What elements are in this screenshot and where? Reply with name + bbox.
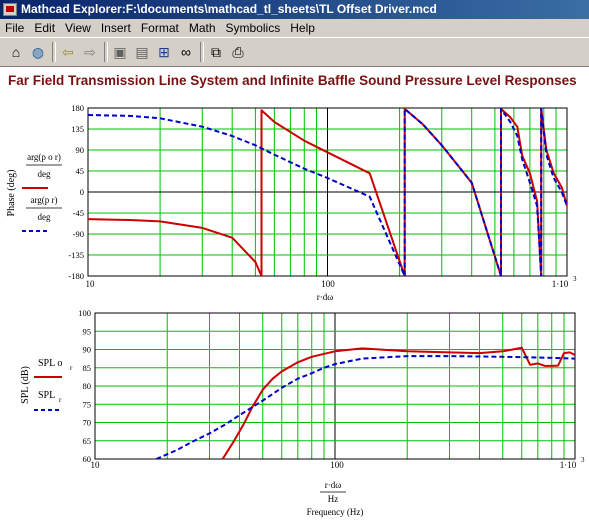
menu-format[interactable]: Format (140, 21, 179, 35)
menu-view[interactable]: View (65, 21, 91, 35)
spl-y-tick-label: 85 (83, 363, 92, 373)
print-icon[interactable]: ⎙ (232, 44, 244, 60)
phase-y-tick-label: -180 (68, 271, 84, 281)
phase-x-tick-100: 100 (321, 279, 335, 289)
spl-y-tick-label: 75 (83, 399, 92, 409)
copy-icon[interactable]: ⧉ (211, 44, 221, 60)
phase-x-tick-1000: 1·10 (552, 279, 569, 289)
toolbar: ⌂ ◍ ⇦ ⇨ ▣ ▤ ⊞ ∞ ⧉ ⎙ (0, 37, 589, 67)
forward-arrow-icon[interactable]: ⇨ (84, 44, 96, 60)
phase-x-tick-exponent: 3 (573, 275, 577, 283)
spl-series-1 (221, 346, 575, 459)
phase-legend-bottom-1: deg (38, 169, 51, 179)
toolbar-separator (200, 42, 204, 62)
spl-series-2 (155, 355, 575, 459)
menu-bar: File Edit View Insert Format Math Symbolics Hel… (0, 19, 589, 37)
phase-y-tick-label: -135 (68, 250, 84, 260)
spl-y-tick-label: 90 (83, 345, 92, 355)
spl-plot-border (94, 312, 576, 460)
phase-y-tick-label: 180 (71, 103, 84, 113)
spl-legend-name-2: SPL (38, 390, 55, 401)
phase-plot: 180 135 90 45 0 -45 -90 -135 -180 (68, 103, 568, 281)
phase-series-2 (88, 108, 567, 276)
spl-plot: 100 95 90 85 80 75 70 65 60 (78, 308, 576, 464)
spl-x-label-numerator: r·dω (325, 480, 341, 490)
spl-y-tick-label: 80 (83, 381, 92, 391)
paste-region-icon[interactable]: ▤ (135, 44, 149, 60)
phase-y-tick-label: -90 (73, 229, 84, 239)
phase-plot-area (88, 108, 567, 276)
back-arrow-icon[interactable]: ⇦ (62, 44, 74, 60)
phase-legend-top-1: arg(p o r) (27, 152, 61, 162)
menu-help[interactable]: Help (290, 21, 315, 35)
phase-x-tick-10: 10 (86, 279, 96, 289)
worksheet-heading: Far Field Transmission Line System and I… (8, 73, 577, 88)
spl-x-tick-1000: 1·10 (560, 460, 577, 470)
menu-symbolics[interactable]: Symbolics (225, 21, 281, 35)
menu-math[interactable]: Math (188, 21, 216, 35)
phase-legend-top-2: arg(p r) (30, 195, 57, 205)
phase-plot-border (87, 107, 568, 277)
toolbar-separator (52, 42, 56, 62)
spl-y-tick-label: 100 (78, 308, 91, 318)
spl-plot-area (95, 313, 575, 459)
spl-legend-sub-1: r (70, 364, 73, 372)
spl-x-tick-100: 100 (330, 460, 344, 470)
spl-y-tick-label: 65 (83, 436, 92, 446)
menu-file[interactable]: File (5, 21, 25, 35)
globe-icon[interactable]: ◍ (31, 44, 45, 60)
menu-edit[interactable]: Edit (34, 21, 56, 35)
binoculars-icon[interactable]: ∞ (181, 44, 191, 60)
phase-legend: arg(p o r) deg arg(p r) deg (22, 152, 62, 232)
toolbar-separator (104, 42, 108, 62)
window-title: Mathcad Explorer:F:\documents\mathcad_tl… (21, 2, 437, 16)
phase-legend-bottom-2: deg (38, 212, 51, 222)
spl-y-tick-label: 95 (83, 326, 92, 336)
phase-y-tick-label: 90 (76, 145, 85, 155)
spl-x-tick-10: 10 (91, 460, 101, 470)
spl-x-axis-label: Frequency (Hz) (307, 507, 364, 517)
spl-x-label-denominator: Hz (328, 494, 339, 504)
home-icon[interactable]: ⌂ (11, 44, 21, 60)
window-title-bar[interactable]: Mathcad Explorer:F:\documents\mathcad_tl… (0, 0, 589, 19)
spl-y-tick-label: 70 (83, 418, 92, 428)
spl-y-axis-label: SPL (dB) (20, 366, 31, 404)
phase-y-tick-label: 45 (76, 166, 85, 176)
spl-legend: SPL o r SPL r (34, 358, 73, 411)
phase-x-axis-label-fragment: r·dω (317, 292, 333, 302)
spl-y-tick-label: 60 (83, 454, 92, 464)
menu-insert[interactable]: Insert (100, 21, 131, 35)
spl-legend-sub-2: r (59, 396, 62, 404)
spl-x-tick-exponent: 3 (581, 456, 585, 464)
phase-y-tick-label: 135 (71, 124, 84, 134)
copy-region-icon[interactable]: ▣ (113, 44, 127, 60)
phase-y-tick-label: -45 (73, 208, 84, 218)
spl-legend-name-1: SPL o (38, 358, 62, 369)
mathcad-app-icon (3, 3, 17, 16)
find-icon[interactable]: ⊞ (158, 44, 170, 60)
phase-series-1 (88, 108, 567, 276)
phase-y-axis-label: Phase (deg) (6, 170, 17, 217)
phase-y-tick-label: 0 (80, 187, 84, 197)
